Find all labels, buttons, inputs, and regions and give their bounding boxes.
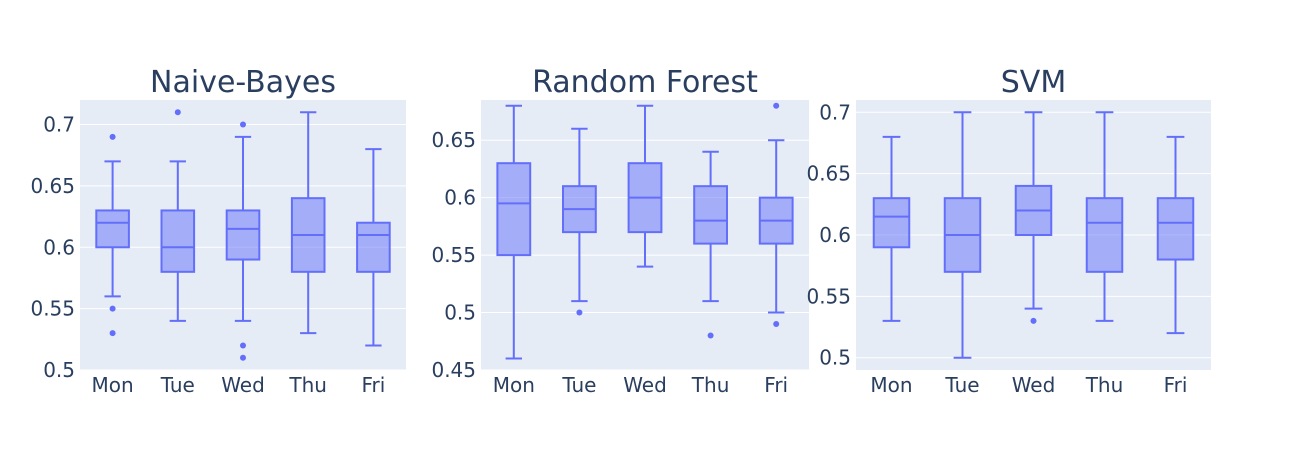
y-tick-label: 0.5	[444, 301, 476, 325]
y-tick-label: 0.6	[444, 186, 476, 210]
outlier-point	[576, 309, 583, 316]
box-mon	[496, 104, 532, 360]
box-fri	[758, 102, 794, 328]
x-tick-label: Mon	[870, 373, 912, 397]
y-tick-label: 0.7	[819, 100, 851, 124]
x-tick-label: Thu	[288, 373, 327, 397]
x-tick-label: Thu	[691, 373, 730, 397]
box-thu	[1085, 111, 1124, 322]
subplot-title: SVM	[1001, 65, 1066, 100]
subplot-1: 0.45 0.5 0.55 0.6 0.65 Random Forest Mon Tue Wed…	[431, 65, 809, 397]
outlier-point	[1030, 317, 1037, 324]
y-tick-label: 0.55	[30, 297, 75, 321]
subplot-title: Random Forest	[532, 65, 758, 100]
iqr-box	[225, 209, 261, 261]
outlier-point	[707, 332, 714, 339]
outlier-point	[240, 354, 246, 361]
y-tick-label: 0.65	[806, 162, 851, 186]
x-tick-label: Fri	[1164, 373, 1188, 397]
iqr-box	[1085, 197, 1124, 273]
y-tick-label: 0.6	[43, 235, 75, 259]
x-tick-label: Fri	[764, 373, 788, 397]
iqr-box	[1156, 197, 1195, 261]
y-tick-label: 0.6	[819, 223, 851, 247]
iqr-box	[356, 221, 391, 273]
subplot-title: Naive-Bayes	[150, 65, 336, 100]
y-tick-label: 0.5	[43, 358, 75, 382]
outlier-point	[773, 102, 780, 109]
iqr-box	[496, 162, 532, 257]
x-tick-label: Tue	[944, 373, 979, 397]
y-tick-label: 0.55	[806, 284, 851, 308]
x-tick-label: Fri	[361, 373, 385, 397]
x-tick-label: Tue	[561, 373, 596, 397]
outlier-point	[109, 330, 116, 337]
box-thu	[290, 111, 326, 335]
box-tue	[943, 111, 982, 359]
iqr-box	[95, 209, 130, 249]
box-fri	[1156, 135, 1195, 335]
box-mon	[95, 133, 130, 337]
subplot-0: 0.5 0.55 0.6 0.65 0.7 Naive-Bayes Mon Tue Wed Thu…	[30, 65, 406, 397]
x-tick-label: Wed	[1012, 373, 1056, 397]
outlier-point	[109, 305, 116, 312]
outlier-point	[109, 133, 116, 140]
box-wed	[627, 104, 663, 268]
y-tick-label: 0.55	[431, 243, 476, 267]
y-tick-label: 0.7	[43, 113, 75, 137]
x-tick-label: Wed	[623, 373, 667, 397]
box-fri	[356, 148, 391, 347]
y-tick-label: 0.65	[30, 174, 75, 198]
box-wed	[1014, 111, 1053, 324]
x-tick-label: Thu	[1085, 373, 1124, 397]
x-tick-label: Mon	[493, 373, 535, 397]
x-tick-label: Wed	[221, 373, 265, 397]
x-tick-label: Tue	[160, 373, 195, 397]
box-wed	[225, 121, 261, 361]
box-mon	[872, 135, 911, 322]
iqr-box	[872, 197, 911, 249]
outlier-point	[240, 342, 246, 349]
y-tick-label: 0.5	[819, 346, 851, 370]
y-tick-label: 0.65	[431, 128, 476, 152]
x-tick-label: Mon	[92, 373, 134, 397]
subplot-2: 0.5 0.55 0.6 0.65 0.7 SVM Mon Tue Wed Thu Fri	[806, 65, 1211, 397]
box-tue	[160, 109, 196, 322]
outlier-point	[240, 121, 246, 128]
y-tick-label: 0.45	[431, 358, 476, 382]
box-tue	[562, 127, 597, 316]
iqr-box	[693, 185, 729, 245]
iqr-box	[160, 209, 196, 273]
box-thu	[693, 150, 729, 339]
outlier-point	[174, 109, 181, 116]
outlier-point	[773, 321, 780, 328]
